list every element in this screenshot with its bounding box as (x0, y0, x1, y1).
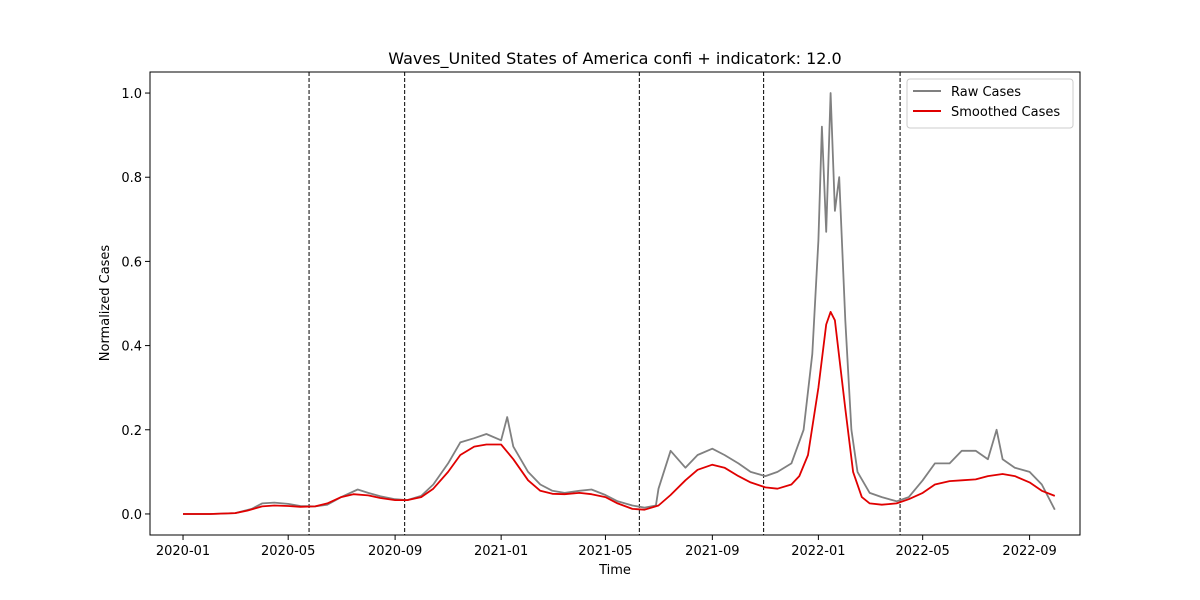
legend-smoothed-label: Smoothed Cases (951, 105, 1060, 120)
x-tick-label: 2020-05 (261, 544, 315, 559)
x-tick-label: 2020-01 (156, 544, 210, 559)
legend-raw-label: Raw Cases (951, 85, 1021, 100)
y-tick-label: 1.0 (121, 87, 142, 102)
legend-frame (906, 78, 1074, 129)
x-axis-title: Time (598, 563, 631, 578)
x-tick-label: 2020-09 (368, 544, 422, 559)
y-tick-label: 0.8 (121, 171, 142, 186)
plot-area: 2020-01 2020-05 2020-09 2021-01 2021-05 2021-… (121, 72, 1057, 559)
x-tick-label: 2021-09 (685, 544, 739, 559)
y-tick-label: 0.4 (121, 340, 142, 355)
y-tick-label: 0.6 (121, 255, 142, 270)
y-tick-label: 0.0 (121, 508, 142, 523)
x-tick-label: 2022-01 (791, 544, 845, 559)
x-tick-label: 2021-01 (474, 544, 528, 559)
x-tick-label: 2022-09 (1002, 544, 1056, 559)
x-tick-label: 2022-05 (896, 544, 950, 559)
raw-cases-line (183, 92, 1056, 515)
y-axis-title: Normalized Cases (98, 245, 113, 362)
plot-frame (149, 71, 1081, 536)
smoothed-cases-line (183, 310, 1056, 515)
x-tick-label: 2021-05 (578, 544, 632, 559)
y-tick-label: 0.2 (121, 424, 142, 439)
chart-title: Waves_United States of America confi + i… (388, 49, 841, 69)
legend: Raw Cases Smoothed Cases (906, 78, 1074, 129)
